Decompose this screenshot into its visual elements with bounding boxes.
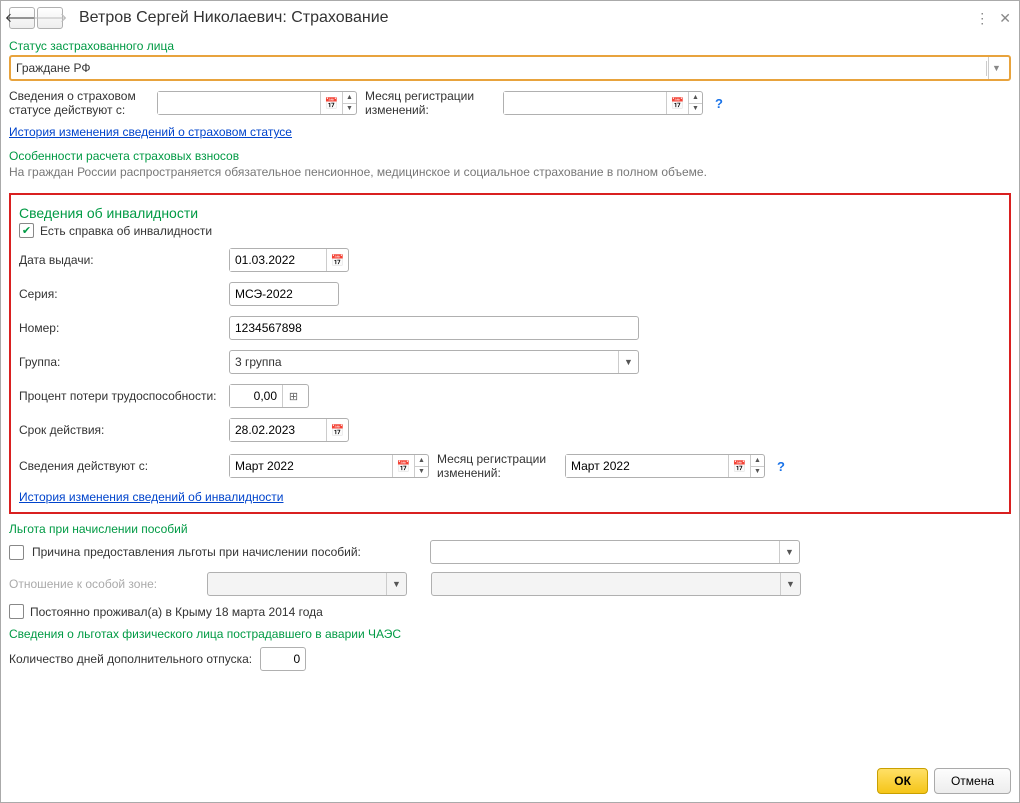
chevron-down-icon[interactable]: ▼ bbox=[988, 57, 1004, 79]
spin-down-icon[interactable]: ▼ bbox=[751, 467, 764, 478]
loss-pct-input[interactable]: ⊞ bbox=[229, 384, 309, 408]
cancel-button[interactable]: Отмена bbox=[934, 768, 1011, 794]
chaes-days-label: Количество дней дополнительного отпуска: bbox=[9, 652, 252, 666]
chevron-down-icon[interactable]: ▼ bbox=[618, 351, 638, 373]
back-button[interactable]: 🡐 bbox=[9, 7, 35, 29]
crimea-label: Постоянно проживал(а) в Крыму 18 марта 2… bbox=[30, 605, 323, 619]
group-select[interactable]: 3 группа ▼ bbox=[229, 350, 639, 374]
spin-up-icon[interactable]: ▲ bbox=[751, 455, 764, 467]
spin-up-icon[interactable]: ▲ bbox=[689, 92, 702, 104]
dis-from-label: Сведения действуют с: bbox=[19, 459, 229, 473]
spin-down-icon[interactable]: ▼ bbox=[343, 104, 356, 115]
status-value: Граждане РФ bbox=[16, 61, 986, 75]
series-label: Серия: bbox=[19, 287, 229, 301]
disability-heading: Сведения об инвалидности bbox=[19, 205, 1001, 221]
has-cert-label: Есть справка об инвалидности bbox=[40, 224, 212, 238]
benefit-reason-label: Причина предоставления льготы при начисл… bbox=[32, 545, 422, 559]
status-from-text[interactable] bbox=[158, 92, 320, 114]
help-icon[interactable]: ? bbox=[715, 96, 723, 111]
spin-down-icon[interactable]: ▼ bbox=[415, 467, 428, 478]
dis-regmonth-text[interactable] bbox=[566, 455, 728, 477]
loss-pct-label: Процент потери трудоспособности: bbox=[19, 389, 229, 403]
chaes-heading: Сведения о льготах физического лица пост… bbox=[9, 627, 409, 641]
valid-until-label: Срок действия: bbox=[19, 423, 229, 437]
series-input[interactable] bbox=[229, 282, 339, 306]
calendar-icon[interactable]: 📅 bbox=[320, 92, 342, 114]
ok-button[interactable]: ОК bbox=[877, 768, 928, 794]
status-from-input[interactable]: 📅 ▲▼ bbox=[157, 91, 357, 115]
benefit-reason-checkbox[interactable] bbox=[9, 545, 24, 560]
calendar-icon[interactable]: 📅 bbox=[666, 92, 688, 114]
more-icon[interactable]: ⋮ bbox=[975, 10, 989, 27]
status-label: Статус застрахованного лица bbox=[9, 39, 1011, 53]
status-regmonth-text[interactable] bbox=[504, 92, 666, 114]
status-from-label: Сведения о страховом статусе действуют с… bbox=[9, 89, 149, 117]
benefit-heading: Льгота при начислении пособий bbox=[9, 522, 1011, 536]
chevron-down-icon: ▼ bbox=[386, 573, 406, 595]
spin-up-icon[interactable]: ▲ bbox=[415, 455, 428, 467]
calc-heading: Особенности расчета страховых взносов bbox=[9, 149, 1011, 163]
status-regmonth-label: Месяц регистрации изменений: bbox=[365, 89, 495, 117]
calendar-icon[interactable]: 📅 bbox=[728, 455, 750, 477]
disability-history-link[interactable]: История изменения сведений об инвалиднос… bbox=[19, 490, 284, 504]
spin-down-icon[interactable]: ▼ bbox=[689, 104, 702, 115]
has-cert-checkbox[interactable]: ✔ bbox=[19, 223, 34, 238]
dis-regmonth-label: Месяц регистрации изменений: bbox=[437, 452, 557, 480]
help-icon[interactable]: ? bbox=[777, 459, 785, 474]
dis-from-input[interactable]: 📅 ▲▼ bbox=[229, 454, 429, 478]
valid-until-input[interactable]: 📅 bbox=[229, 418, 349, 442]
calendar-icon[interactable]: 📅 bbox=[392, 455, 414, 477]
forward-button[interactable]: 🡒 bbox=[37, 7, 63, 29]
group-value: 3 группа bbox=[230, 351, 618, 373]
zone-label: Отношение к особой зоне: bbox=[9, 577, 199, 591]
crimea-checkbox[interactable] bbox=[9, 604, 24, 619]
loss-pct-text[interactable] bbox=[230, 385, 282, 407]
chevron-down-icon: ▼ bbox=[780, 573, 800, 595]
status-history-link[interactable]: История изменения сведений о страховом с… bbox=[9, 125, 292, 139]
issue-date-text[interactable] bbox=[230, 249, 326, 271]
disability-section: Сведения об инвалидности ✔ Есть справка … bbox=[9, 193, 1011, 514]
chaes-days-input[interactable] bbox=[260, 647, 306, 671]
number-input[interactable] bbox=[229, 316, 639, 340]
calc-description: На граждан России распространяется обяза… bbox=[9, 165, 1011, 179]
dis-from-text[interactable] bbox=[230, 455, 392, 477]
calculator-icon[interactable]: ⊞ bbox=[282, 385, 304, 407]
valid-until-text[interactable] bbox=[230, 419, 326, 441]
spin-up-icon[interactable]: ▲ bbox=[343, 92, 356, 104]
status-regmonth-input[interactable]: 📅 ▲▼ bbox=[503, 91, 703, 115]
number-label: Номер: bbox=[19, 321, 229, 335]
close-icon[interactable]: ✕ bbox=[999, 10, 1011, 27]
issue-date-label: Дата выдачи: bbox=[19, 253, 229, 267]
group-label: Группа: bbox=[19, 355, 229, 369]
calendar-icon[interactable]: 📅 bbox=[326, 249, 348, 271]
zone-select: ▼ bbox=[207, 572, 407, 596]
window-title: Ветров Сергей Николаевич: Страхование bbox=[79, 9, 389, 27]
dis-regmonth-input[interactable]: 📅 ▲▼ bbox=[565, 454, 765, 478]
issue-date-input[interactable]: 📅 bbox=[229, 248, 349, 272]
benefit-reason-select[interactable]: ▼ bbox=[430, 540, 800, 564]
status-dropdown[interactable]: Граждане РФ ▼ bbox=[9, 55, 1011, 81]
calendar-icon[interactable]: 📅 bbox=[326, 419, 348, 441]
chevron-down-icon[interactable]: ▼ bbox=[779, 541, 799, 563]
zone-select-2: ▼ bbox=[431, 572, 801, 596]
